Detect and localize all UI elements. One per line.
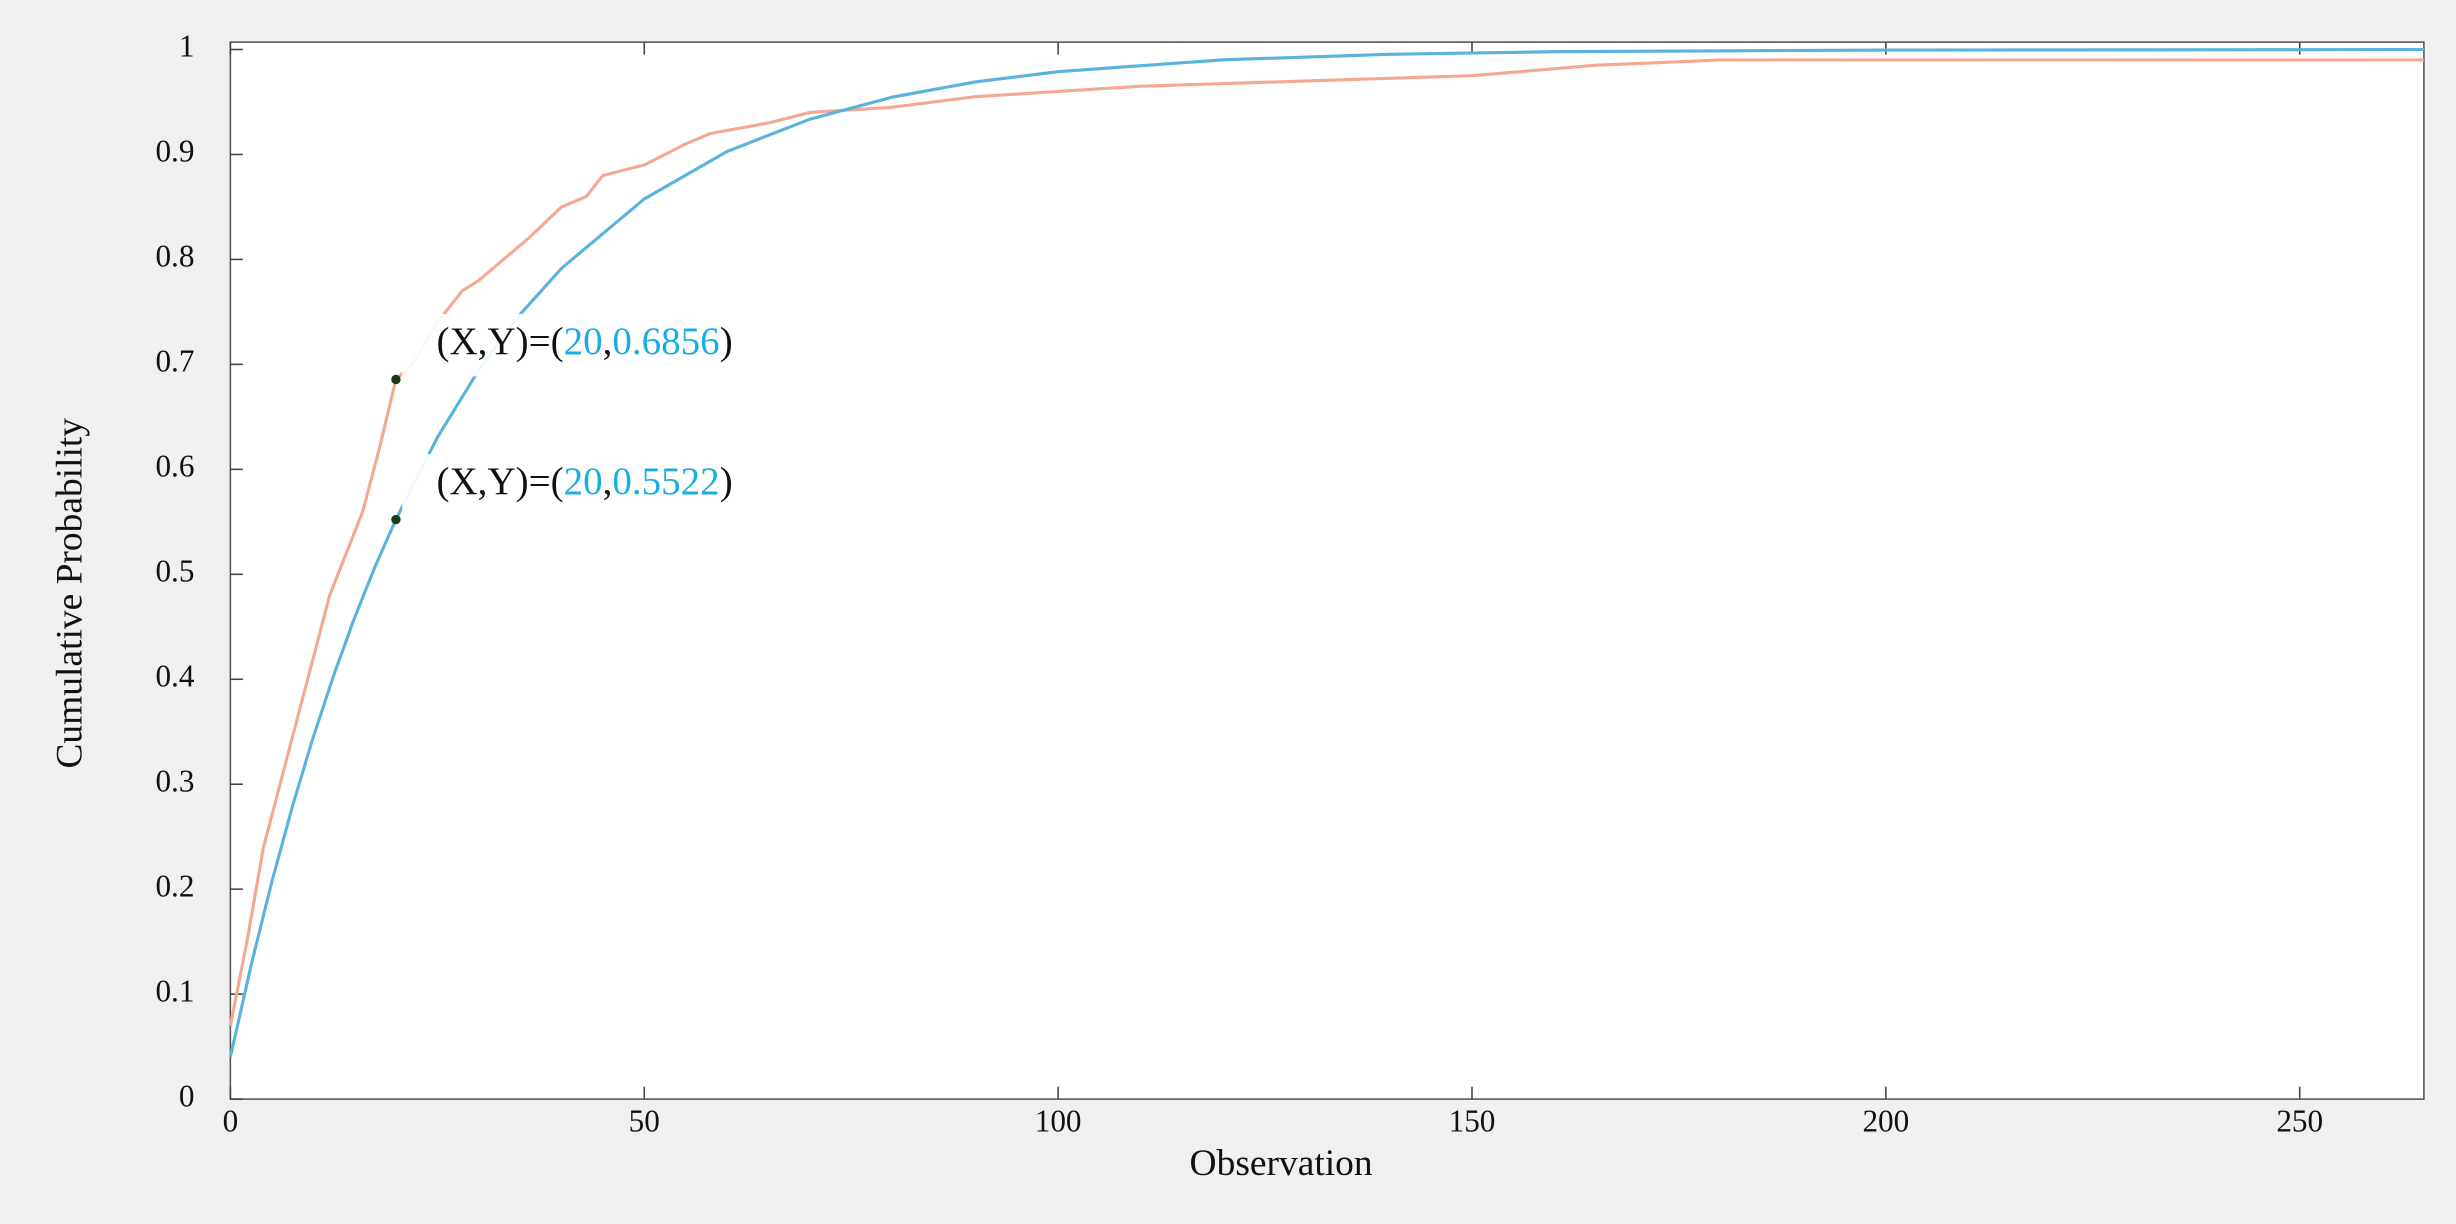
y-tick-label: 0.5 [155, 553, 194, 588]
series-line [228, 47, 2424, 1058]
y-tick-label: 0.6 [155, 449, 194, 484]
x-tick-label: 200 [1862, 1103, 1909, 1138]
plot-area [229, 41, 2425, 1100]
y-tick-label: 0.1 [155, 973, 194, 1008]
data-tip-box [402, 313, 855, 377]
data-tip-suffix: ) [720, 460, 733, 503]
data-tip-point [391, 374, 401, 385]
data-tip-separator: , [603, 320, 613, 363]
y-tick-label: 0.2 [155, 868, 194, 903]
series-line [228, 58, 2424, 1026]
data-tip-x: 20 [564, 460, 603, 503]
data-tip-prefix: (X,Y)=( [437, 460, 564, 503]
y-tick-label: 0.9 [155, 134, 194, 169]
data-tip: (X,Y)=(20,0.6856) [437, 320, 733, 363]
x-tick-label: 150 [1449, 1103, 1496, 1138]
y-axis-label: Cumulative Probability [49, 418, 90, 769]
data-tip-separator: , [603, 460, 613, 503]
x-tick-label: 100 [1035, 1103, 1082, 1138]
x-tick-label: 250 [2276, 1103, 2323, 1138]
x-tick-label: 0 [223, 1103, 239, 1138]
data-tip: (X,Y)=(20,0.5522) [437, 460, 733, 503]
y-tick-label: 0.4 [155, 658, 194, 693]
data-tip-point [391, 514, 401, 525]
x-tick-label: 50 [629, 1103, 660, 1138]
data-tip-y: 0.6856 [612, 320, 719, 363]
y-tick-label: 0.8 [155, 239, 194, 274]
y-tick-label: 1 [179, 29, 195, 64]
y-tick-label: 0.7 [155, 344, 194, 379]
data-tip-y: 0.5522 [612, 460, 719, 503]
y-tick-label: 0.3 [155, 763, 194, 798]
y-tick-label: 0 [179, 1078, 195, 1113]
data-tip-suffix: ) [720, 320, 733, 363]
data-tip-prefix: (X,Y)=( [437, 320, 564, 363]
data-tip-box [402, 453, 855, 517]
x-axis-label: Observation [1190, 1143, 1373, 1184]
data-tip-x: 20 [564, 320, 603, 363]
